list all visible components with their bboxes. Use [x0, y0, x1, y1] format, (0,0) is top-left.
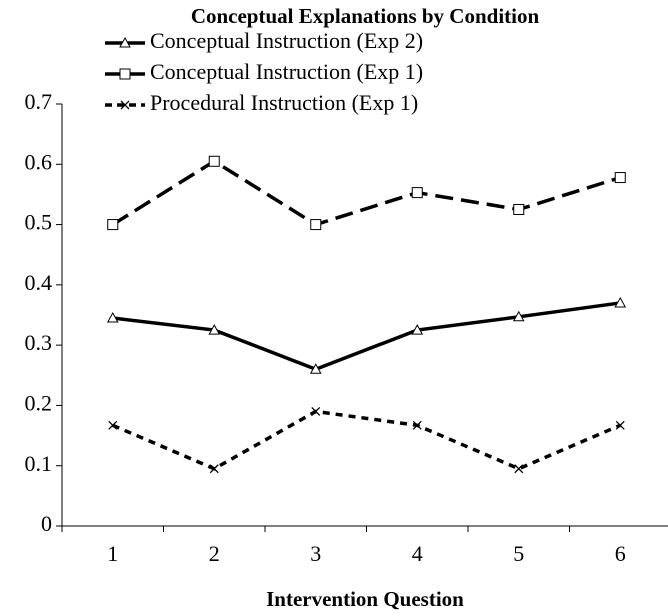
marker: [513, 204, 525, 215]
series-line: [112, 301, 621, 372]
y-tick-label: 0: [41, 511, 52, 536]
legend-label: Conceptual Instruction (Exp 2): [150, 28, 423, 53]
y-tick-label: 0.1: [25, 451, 53, 476]
marker: [119, 68, 131, 80]
series-line: [111, 159, 621, 227]
marker: [106, 311, 119, 323]
marker: [514, 464, 524, 474]
marker: [614, 172, 626, 184]
y-tick-label: 0.2: [25, 390, 53, 415]
marker: [120, 100, 130, 110]
marker: [411, 187, 423, 199]
x-tick-label: 6: [615, 541, 626, 566]
marker: [615, 420, 625, 430]
x-tick-label: 4: [412, 541, 423, 566]
x-tick-label: 5: [513, 541, 524, 566]
y-tick-label: 0.4: [25, 270, 53, 295]
marker: [310, 219, 322, 231]
marker: [208, 324, 221, 335]
marker: [107, 219, 119, 231]
x-tick-label: 2: [209, 541, 220, 566]
marker: [208, 155, 220, 167]
legend-label: Conceptual Instruction (Exp 1): [150, 59, 423, 84]
x-tick-label: 3: [310, 541, 321, 566]
marker: [309, 363, 322, 374]
series-line: [112, 409, 621, 471]
y-tick-label: 0.6: [25, 149, 53, 174]
marker: [119, 36, 131, 48]
marker: [108, 420, 118, 430]
chart-title: Conceptual Explanations by Condition: [191, 4, 540, 28]
x-axis-label: Intervention Question: [266, 587, 464, 611]
x-tick-label: 1: [107, 541, 118, 566]
y-tick-label: 0.7: [25, 89, 53, 114]
y-tick-label: 0.3: [25, 330, 53, 355]
marker: [411, 324, 424, 335]
marker: [311, 406, 321, 416]
marker: [512, 310, 525, 322]
legend-label: Procedural Instruction (Exp 1): [150, 90, 418, 115]
marker: [614, 296, 627, 308]
marker: [412, 420, 422, 430]
y-tick-label: 0.5: [25, 210, 53, 235]
marker: [209, 464, 219, 474]
